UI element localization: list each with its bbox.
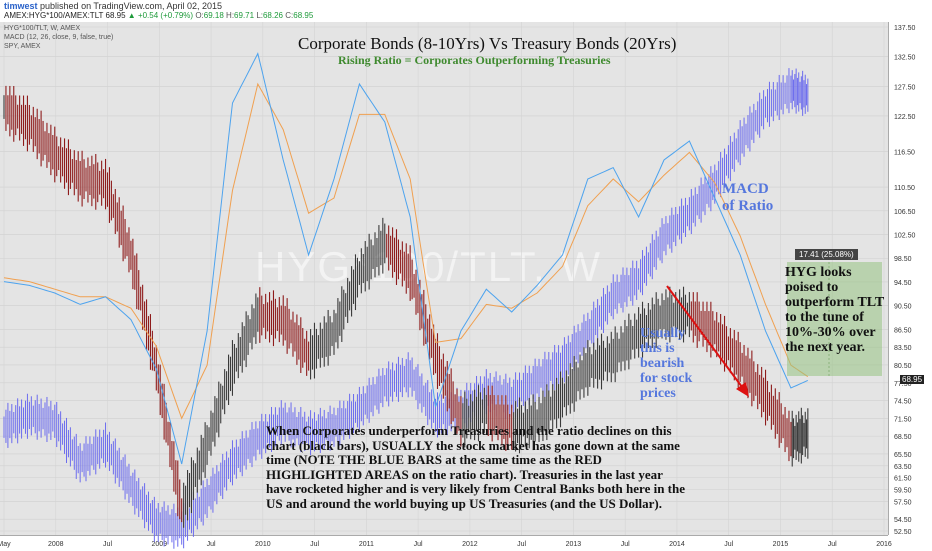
x-tick-label: Jul [103, 541, 112, 548]
bearish-annotation: Usually this is bearish for stock prices [640, 326, 692, 401]
y-tick-label: 106.50 [894, 209, 916, 216]
annotation-arrow-head [736, 382, 749, 397]
x-tick-label: 2012 [462, 541, 478, 548]
x-tick-label: Jul [517, 541, 526, 548]
x-tick-label: 2014 [669, 541, 685, 548]
y-tick-label: 110.50 [894, 185, 915, 192]
plot-area[interactable] [0, 22, 888, 535]
y-tick-label: 68.50 [894, 434, 912, 441]
y-tick-label: 71.50 [894, 416, 912, 423]
hyg-line: to the tune of [785, 310, 864, 325]
open-value: 69.18 [203, 11, 224, 20]
bearish-line: Usually [640, 326, 686, 341]
main-line: When Corporates underperform Treasuries … [266, 423, 672, 438]
x-tick-label: Jul [207, 541, 216, 548]
y-tick-label: 54.50 [894, 517, 912, 524]
annotation-arrow [666, 285, 746, 392]
measure-box[interactable] [787, 262, 882, 376]
x-tick-label: 2015 [773, 541, 789, 548]
time-axis[interactable] [0, 535, 888, 551]
bearish-line: bearish [640, 356, 685, 371]
chart-title: Corporate Bonds (8-10Yrs) Vs Treasury Bo… [298, 34, 677, 53]
symbol-name[interactable]: AMEX:HYG*100/AMEX:TLT [4, 11, 104, 20]
high-value: 69.71 [234, 11, 255, 20]
x-tick-label: Jul [828, 541, 837, 548]
close-value: 68.95 [293, 11, 314, 20]
high-label: H: [226, 11, 235, 20]
x-tick-label: Jul [310, 541, 319, 548]
macd-annotation-line: of Ratio [722, 198, 774, 214]
y-tick-label: 65.50 [894, 452, 912, 459]
x-tick-label: Jul [724, 541, 733, 548]
main-line: US and around the world buying up US Tre… [266, 495, 662, 511]
price-axis[interactable] [888, 22, 932, 535]
legend-ratio[interactable]: HYG*100/TLT, W, AMEX [4, 25, 81, 32]
x-tick-label: 2009 [152, 541, 168, 548]
chart-header: timwest published on TradingView.com, Ap… [0, 0, 932, 22]
y-tick-label: 74.50 [894, 399, 912, 406]
x-tick-label: Jul [621, 541, 630, 548]
chart-subtitle: Rising Ratio = Corporates Outperforming … [338, 53, 611, 67]
symbol-quote: AMEX:HYG*100/AMEX:TLT 68.95 ▲ +0.54 (+0.… [4, 11, 313, 20]
y-tick-label: 86.50 [894, 327, 912, 334]
x-tick-label: 2010 [255, 541, 271, 548]
last-price-tag: 68.95 [900, 375, 925, 384]
price-change: ▲ +0.54 (+0.79%) [127, 11, 194, 20]
x-tick-label: 2016 [876, 541, 892, 548]
main-line: have rocketed higher and is very likely … [266, 481, 686, 496]
y-tick-label: 90.50 [894, 304, 912, 311]
bearish-line: for stock [640, 371, 693, 386]
legend-macd[interactable]: MACD (12, 26, close, 9, false, true) [4, 34, 114, 41]
y-tick-label: 52.50 [894, 529, 912, 536]
publish-text: published on TradingView.com, April 02, … [40, 1, 222, 11]
y-tick-label: 57.50 [894, 499, 912, 506]
macd-annotation-line: MACD [722, 181, 769, 197]
hyg-line: outperform TLT [785, 295, 885, 310]
y-tick-label: 61.50 [894, 476, 912, 483]
y-tick-label: 94.50 [894, 280, 912, 287]
main-line: HIGHLIGHTED AREAS on the ratio chart). T… [266, 466, 663, 482]
y-tick-label: 80.50 [894, 363, 912, 370]
legend-spy[interactable]: SPY, AMEX [4, 43, 41, 50]
author-link[interactable]: timwest [4, 1, 38, 11]
macd-annotation: MACD of Ratio [722, 181, 773, 215]
main-line: time (NOTE THE BLUE BARS at the same tim… [266, 452, 602, 467]
open-label: O: [195, 11, 204, 20]
x-tick-label: 2008 [48, 541, 64, 548]
measure-label: 17.41 (25.08%) [795, 249, 858, 260]
hyg-line: 10%-30% over [785, 325, 876, 340]
y-tick-label: 98.50 [894, 256, 912, 263]
bearish-line: prices [640, 386, 676, 401]
hyg-line: HYG looks [785, 265, 852, 280]
x-tick-label: May [0, 541, 11, 548]
hyg-annotation: HYG looks poised to outperform TLT to th… [785, 265, 884, 355]
y-tick-label: 137.50 [894, 25, 916, 32]
indicator-legend: HYG*100/TLT, W, AMEX MACD (12, 26, close… [4, 24, 113, 51]
y-tick-label: 102.50 [894, 233, 916, 240]
low-value: 68.26 [262, 11, 284, 20]
hyg-line: poised to [785, 280, 839, 295]
y-tick-label: 116.50 [894, 150, 915, 157]
macd-signal-line [3, 82, 809, 420]
x-tick-label: Jul [414, 541, 423, 548]
x-tick-label: 2011 [359, 541, 374, 548]
y-tick-label: 63.50 [894, 464, 912, 471]
main-annotation: When Corporates underperform Treasuries … [266, 423, 786, 511]
last-price: 68.95 [105, 11, 126, 20]
bearish-line: this is [640, 341, 675, 356]
low-label: L: [256, 11, 263, 20]
close-label: C: [285, 11, 294, 20]
hyg-line: the next year. [785, 340, 865, 355]
macd-line [3, 52, 809, 465]
main-line: chart (black bars), USUALLY the stock ma… [266, 437, 680, 453]
x-tick-label: 2013 [566, 541, 582, 548]
y-tick-label: 122.50 [894, 114, 916, 121]
y-tick-label: 77.50 [894, 381, 912, 388]
y-tick-label: 127.50 [894, 84, 916, 91]
y-tick-label: 59.50 [894, 487, 912, 494]
y-tick-label: 132.50 [894, 55, 916, 62]
y-tick-label: 83.50 [894, 345, 912, 352]
publish-info: timwest published on TradingView.com, Ap… [4, 1, 222, 11]
